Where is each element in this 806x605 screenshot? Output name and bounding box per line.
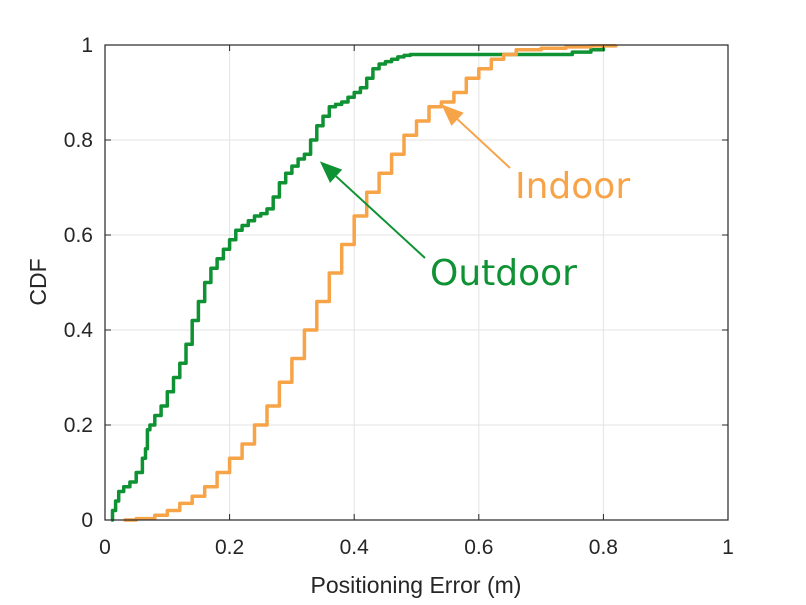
y-axis-label: CDF [25,258,51,305]
annotation-label-outdoor: Outdoor [430,253,577,294]
series-line-indoor [123,44,618,522]
x-tick-label: 0.8 [589,536,618,559]
x-tick-label: 0.4 [340,536,370,559]
x-tick-label: 0 [99,536,111,559]
y-tick-label: 0.6 [64,224,93,247]
y-tick-label: 0.8 [64,129,93,152]
annotation-arrow-outdoor [335,175,426,259]
annotation-arrowhead-outdoor [319,161,343,183]
plot-area [105,45,728,520]
annotation-arrow-indoor [456,118,511,169]
series-group [110,44,618,522]
series-line-outdoor [110,45,606,522]
annotation-arrowhead-indoor [441,104,464,126]
grid [105,45,728,520]
ticks: 0 0.2 0.4 0.6 0.8 1 0 0.2 0.4 0.6 0.8 1 [64,34,734,559]
x-tick-label: 0.6 [464,536,493,559]
y-tick-label: 0.4 [64,319,94,342]
annotations: Indoor Outdoor [319,104,630,294]
x-tick-label: 1 [722,536,734,559]
y-tick-label: 0 [81,509,93,532]
x-tick-label: 0.2 [215,536,244,559]
axes-box [104,44,729,521]
y-tick-label: 1 [81,34,93,57]
annotation-label-indoor: Indoor [515,166,630,207]
x-axis-label: Positioning Error (m) [311,572,522,598]
y-tick-label: 0.2 [64,414,93,437]
